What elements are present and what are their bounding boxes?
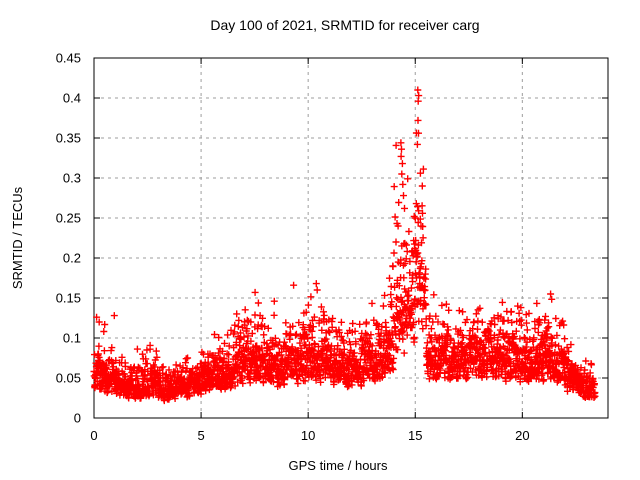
y-tick-label: 0.05 (56, 371, 81, 386)
x-tick-label: 15 (408, 428, 422, 443)
y-tick-label: 0.15 (56, 291, 81, 306)
axis-tick-marks (93, 57, 608, 419)
y-tick-label: 0.45 (56, 51, 81, 66)
y-tick-label: 0.25 (56, 211, 81, 226)
scatter-points (90, 129, 599, 405)
y-tick-label: 0.4 (63, 91, 81, 106)
y-tick-label: 0.35 (56, 131, 81, 146)
x-tick-label: 5 (197, 428, 204, 443)
x-tick-label: 0 (90, 428, 97, 443)
scatter-outlier-points (93, 86, 555, 321)
y-tick-label: 0.3 (63, 171, 81, 186)
plot-border (93, 57, 609, 419)
y-axis-label: SRMTID / TECUs (10, 186, 25, 289)
chart-title: Day 100 of 2021, SRMTID for receiver car… (210, 17, 479, 33)
y-tick-label: 0.2 (63, 251, 81, 266)
x-tick-label: 20 (515, 428, 529, 443)
y-tick-label: 0 (74, 411, 81, 426)
axis-tick-labels: 0 5 10 15 20 0 0.05 0.1 0.15 0.2 0.25 0.3 0.35 0.4 0.4… (56, 51, 530, 444)
x-axis-label: GPS time / hours (289, 458, 388, 473)
y-tick-label: 0.1 (63, 331, 81, 346)
x-tick-label: 10 (301, 428, 315, 443)
